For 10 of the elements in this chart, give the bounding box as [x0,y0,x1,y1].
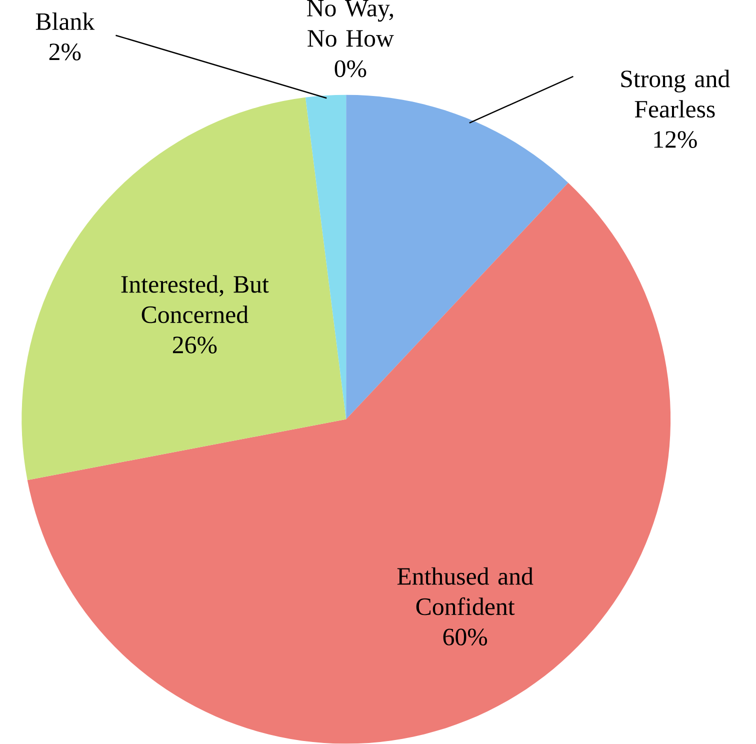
slice-label: Interested, But Concerned [121,275,269,324]
category-label: No Way, No How [307,0,394,47]
slice-label: Enthused and Confident [397,567,534,616]
data-label: 12% [654,131,697,148]
slice-label: Blank [36,12,95,30]
data-label: 2% [49,44,81,60]
slice-label: Strong and Fearless [621,70,730,118]
data-label: 26% [172,336,217,354]
data-label: 60% [443,628,488,646]
text: 0% [334,60,366,78]
